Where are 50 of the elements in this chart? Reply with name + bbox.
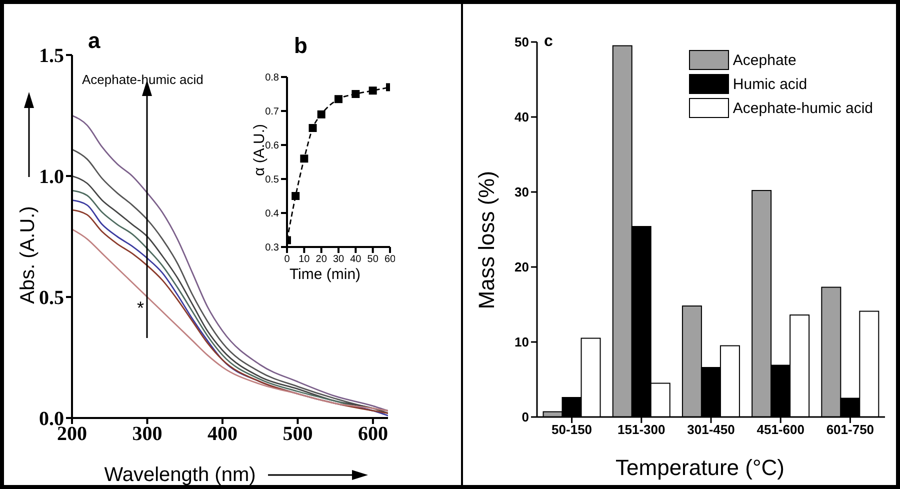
x-tick-label: 50-150 bbox=[552, 422, 592, 438]
x-tick-label: 60 bbox=[384, 254, 396, 266]
x-tick-label: 451-600 bbox=[756, 422, 804, 438]
x-tick-label: 10 bbox=[298, 254, 310, 266]
chart-title: b bbox=[294, 33, 308, 58]
x-tick-label: 151-300 bbox=[618, 422, 666, 438]
legend-label: Acephate-humic acid bbox=[732, 100, 873, 116]
chart-title: a bbox=[88, 28, 100, 53]
y-tick-label: 0.4 bbox=[265, 208, 280, 220]
point bbox=[308, 124, 317, 132]
x-axis-title: Wavelength (nm) bbox=[104, 464, 256, 486]
x-tick-label: 20 bbox=[316, 254, 328, 266]
y-tick-label: 0.3 bbox=[265, 242, 280, 254]
x-tick-label: 50 bbox=[367, 254, 379, 266]
x-tick-label: 300 bbox=[132, 423, 162, 446]
annotation: Acephate-humic acid bbox=[82, 72, 204, 87]
y-tick-label: 30 bbox=[514, 184, 529, 200]
y-tick-label: 0.6 bbox=[265, 140, 280, 152]
point bbox=[300, 154, 308, 163]
point bbox=[368, 86, 377, 95]
y-tick-label: 1.0 bbox=[39, 166, 64, 188]
y-tick-label: 40 bbox=[514, 110, 529, 125]
x-tick-label: 600 bbox=[358, 423, 388, 446]
point bbox=[292, 192, 300, 200]
y-tick-label: 1.5 bbox=[39, 45, 64, 68]
y-tick-label: 0 bbox=[522, 410, 529, 425]
point bbox=[317, 110, 326, 118]
x-tick-label: 40 bbox=[350, 254, 362, 266]
x-tick-label: 500 bbox=[282, 423, 313, 446]
y-axis-title: Mass loss (%) bbox=[474, 170, 500, 310]
x-tick-label: 301-450 bbox=[687, 422, 735, 438]
x-axis-title: Temperature (°C) bbox=[616, 454, 784, 480]
x-axis-title: Time (min) bbox=[289, 266, 361, 284]
y-tick-label: 50 bbox=[514, 34, 529, 50]
x-tick-label: 0 bbox=[284, 254, 290, 266]
y-axis-title: Abs. (A.U.) bbox=[17, 206, 39, 304]
y-tick-label: 0.5 bbox=[265, 174, 280, 186]
y-tick-label: 0.5 bbox=[39, 287, 64, 310]
y-tick-label: 10 bbox=[514, 334, 529, 350]
x-tick-label: 30 bbox=[332, 254, 344, 266]
y-tick-label: 0.7 bbox=[265, 106, 280, 118]
x-tick-label: 400 bbox=[207, 423, 238, 446]
legend-label: Humic acid bbox=[732, 76, 808, 92]
x-tick-label: 601-750 bbox=[826, 422, 874, 438]
annotation: * bbox=[137, 298, 144, 319]
legend-label: Acephate bbox=[732, 52, 796, 68]
chart-title: c bbox=[544, 33, 553, 50]
point bbox=[352, 90, 360, 98]
point bbox=[334, 95, 342, 104]
y-tick-label: 0.8 bbox=[265, 72, 280, 84]
